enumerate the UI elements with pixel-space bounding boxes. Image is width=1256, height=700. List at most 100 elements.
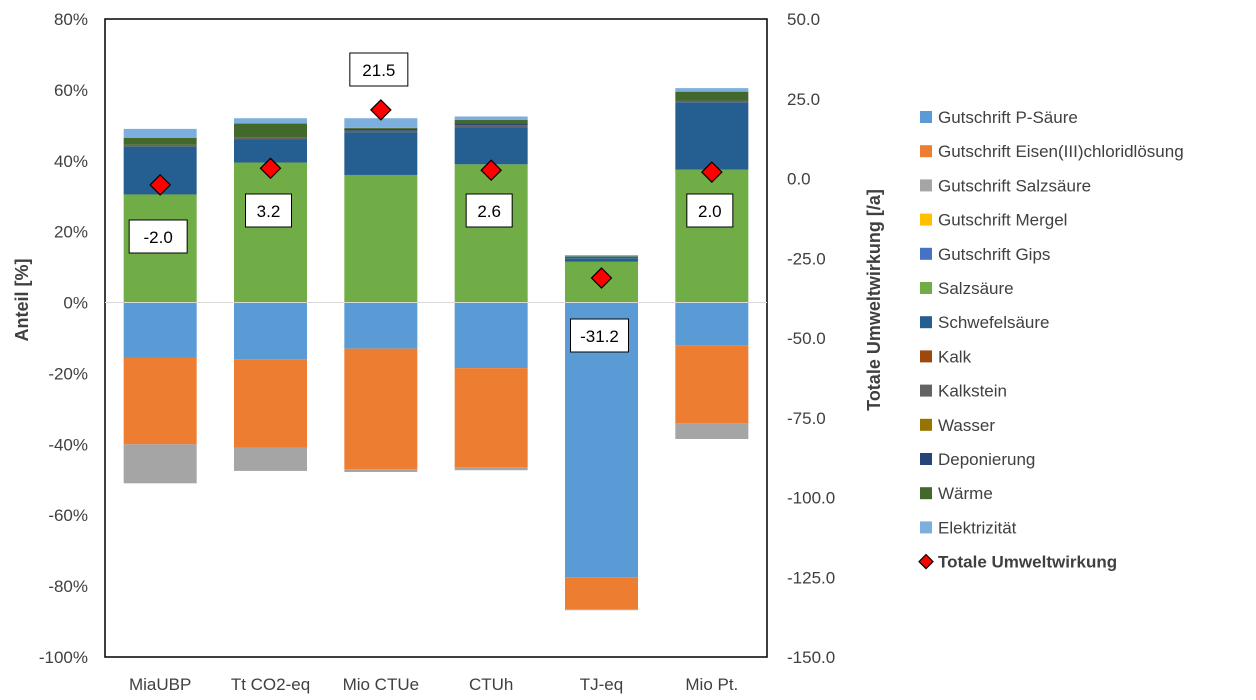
bar-segment — [344, 174, 418, 303]
bar-segment — [675, 91, 749, 101]
y-tick-label: 0% — [63, 294, 88, 313]
bar-segment — [454, 164, 528, 303]
legend-swatch — [920, 487, 932, 500]
bar-segment — [344, 130, 418, 133]
bar-segment — [234, 118, 307, 124]
total-marker — [590, 267, 613, 289]
bar-segment — [454, 467, 528, 471]
plot-area: -2.0 3.2 21.5 2.6 -31.2 2.0 — [104, 18, 768, 658]
y-tick-label: 40% — [54, 152, 88, 171]
bar-segment — [675, 88, 749, 92]
y2-tick-label: -25.0 — [787, 249, 826, 268]
bar-segment — [675, 302, 749, 346]
bar-segment — [454, 123, 528, 126]
bar-segment — [675, 102, 749, 170]
y-axis-title: Anteil [%] — [12, 259, 32, 342]
bar-segment — [234, 139, 307, 163]
data-label-box — [465, 193, 513, 228]
y-axis-ticks: 80% 60% 40% 20% 0% -20% -40% -60% -80% -100% — [39, 10, 88, 667]
bar-segment — [565, 255, 638, 257]
bar-segment — [565, 256, 638, 258]
x-tick-label: TJ-eq — [580, 675, 623, 694]
legend-swatch — [920, 384, 932, 397]
data-label-box — [570, 318, 629, 353]
secondary-y-axis-ticks: 50.0 25.0 0.0 -25.0 -50.0 -75.0 -100.0 -125.0 -1… — [787, 10, 835, 667]
y-tick-label: -60% — [48, 506, 88, 525]
secondary-y-axis-title: Totale Umweltwirkung [/a] — [864, 189, 884, 411]
bar-segment — [675, 423, 749, 440]
bar-segment — [565, 257, 638, 259]
legend-label: Kalkstein — [938, 382, 1007, 401]
legend-label: Schwefelsäure — [938, 313, 1050, 332]
bar-segment — [675, 345, 749, 424]
legend-label: Kalk — [938, 347, 972, 366]
legend-swatch — [920, 213, 932, 226]
x-tick-label: MiaUBP — [129, 675, 191, 694]
data-label: 2.6 — [477, 202, 501, 221]
bar-segment — [454, 116, 528, 121]
y2-tick-label: -150.0 — [787, 648, 835, 667]
x-axis-ticks: MiaUBP Tt CO2-eq Mio CTUe CTUh TJ-eq Mio Pt. — [129, 675, 738, 694]
bar-segment — [234, 123, 307, 138]
bar-segment — [565, 258, 638, 262]
bar-segment — [234, 447, 307, 471]
bar-segment — [675, 100, 749, 103]
bar-segment — [344, 302, 418, 349]
y2-tick-label: 50.0 — [787, 10, 820, 29]
legend-label: Gutschrift Eisen(III)chloridlösung — [938, 142, 1184, 161]
bar-segment — [234, 359, 307, 448]
y2-tick-label: 25.0 — [787, 90, 820, 109]
bar-segment — [344, 348, 418, 470]
bar-segment — [123, 444, 197, 484]
total-marker — [149, 174, 172, 196]
bar-segment — [454, 368, 528, 468]
total-marker — [700, 161, 723, 183]
data-label: -2.0 — [144, 228, 173, 247]
x-tick-label: Mio CTUe — [343, 675, 420, 694]
legend-label: Gutschrift Mergel — [938, 211, 1067, 230]
y-tick-label: -80% — [48, 577, 88, 596]
y2-tick-label: -125.0 — [787, 568, 835, 587]
legend-swatch — [920, 453, 932, 465]
bar-segment — [123, 128, 197, 138]
bar-segment — [234, 137, 307, 140]
bar-segment — [454, 125, 528, 128]
y2-tick-label: -75.0 — [787, 409, 826, 428]
y-tick-label: -100% — [39, 648, 88, 667]
legend-swatch — [920, 521, 932, 534]
legend-swatch — [920, 350, 932, 363]
y-tick-label: 20% — [54, 223, 88, 242]
total-marker — [369, 99, 392, 121]
y2-tick-label: -50.0 — [787, 329, 826, 348]
data-label-box — [686, 193, 734, 228]
total-marker — [480, 159, 503, 182]
y2-tick-label: -100.0 — [787, 489, 835, 508]
y-tick-label: 60% — [54, 81, 88, 100]
legend-swatch — [920, 179, 932, 192]
data-label-box — [245, 193, 292, 228]
bar-segment — [234, 302, 307, 360]
legend-label: Gutschrift Salzsäure — [938, 176, 1091, 195]
legend-swatch — [920, 282, 932, 294]
legend-swatch — [920, 111, 932, 123]
legend-swatch — [920, 145, 932, 158]
legend-label: Wärme — [938, 484, 993, 503]
bar-segment — [123, 302, 197, 358]
x-tick-label: Mio Pt. — [685, 675, 738, 694]
bar-segment — [565, 256, 638, 257]
legend-swatch — [920, 418, 932, 431]
bar-segment — [565, 577, 638, 610]
bar-segment — [123, 137, 197, 145]
bar-segment — [344, 469, 418, 472]
data-label-box — [349, 52, 409, 87]
y-tick-label: -40% — [48, 435, 88, 454]
y-tick-label: 80% — [54, 10, 88, 29]
bar-segment — [123, 144, 197, 147]
total-marker — [259, 157, 282, 180]
legend-label: Wasser — [938, 416, 995, 435]
bar-segment — [454, 127, 528, 165]
legend-swatch — [920, 247, 932, 260]
bar-segment — [344, 127, 418, 129]
bar-segment — [565, 609, 638, 611]
data-label-box — [128, 219, 188, 254]
